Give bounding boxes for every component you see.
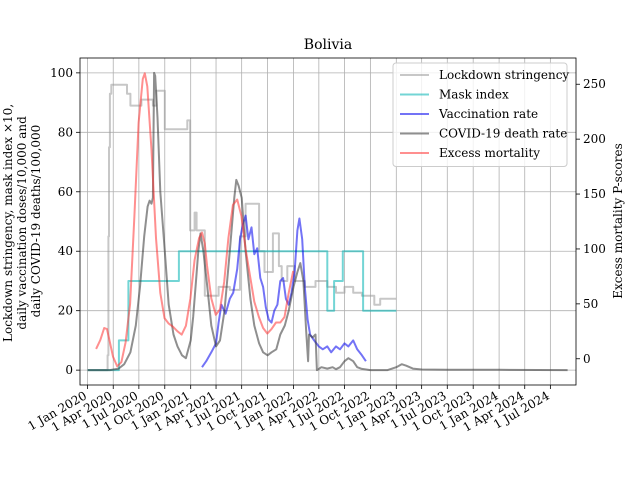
- y-axis-right-title: Excess mortality P-scores: [611, 143, 625, 298]
- mask-index-line: [87, 250, 397, 372]
- legend-box: [392, 62, 568, 167]
- y-axis-left-title-line: daily COVID-19 deaths/100,000: [29, 125, 43, 318]
- vaccination-rate-line: [201, 214, 367, 368]
- legend-label: Vaccination rate: [438, 107, 538, 121]
- y-axis-left-title-line: daily vaccination doses/10,000 and: [15, 116, 29, 330]
- y-tick-label-left: 20: [58, 304, 73, 318]
- y-tick-label-right: 100: [583, 242, 606, 256]
- y-tick-label-right: 50: [583, 297, 598, 311]
- legend-label: COVID-19 death rate: [439, 127, 567, 141]
- axes-frame: [79, 57, 577, 386]
- legend-label: Excess mortality: [439, 146, 540, 160]
- y-tick-label-right: 0: [583, 352, 591, 366]
- y-tick-label-left: 0: [65, 363, 73, 377]
- y-tick-label-left: 60: [58, 185, 73, 199]
- y-tick-label-right: 250: [583, 77, 606, 91]
- y-axis-left-title-line: Lockdown stringency, mask index ×10,: [1, 104, 15, 342]
- plot-area: [87, 71, 568, 372]
- y-tick-label-right: 200: [583, 132, 606, 146]
- y-axis-left-title: Lockdown stringency, mask index ×10, dai…: [1, 100, 43, 342]
- y-tick-label-right: 150: [583, 187, 606, 201]
- y-tick-label-left: 80: [58, 125, 73, 139]
- y-tick-label-left: 100: [50, 66, 73, 80]
- legend: Lockdown stringency Mask index Vaccination…: [392, 62, 569, 167]
- legend-label: Lockdown stringency: [439, 68, 569, 82]
- chart-title: Bolivia: [304, 37, 352, 53]
- y-axis-right: 0 50 100 150 200 250: [576, 77, 606, 366]
- y-tick-label-left: 40: [58, 244, 73, 258]
- excess-mortality-line: [95, 72, 295, 368]
- y-axis-left: 0 20 40 60 80 100: [50, 66, 80, 377]
- legend-label: Mask index: [439, 88, 509, 102]
- covid-19-death-rate-line: [87, 71, 568, 372]
